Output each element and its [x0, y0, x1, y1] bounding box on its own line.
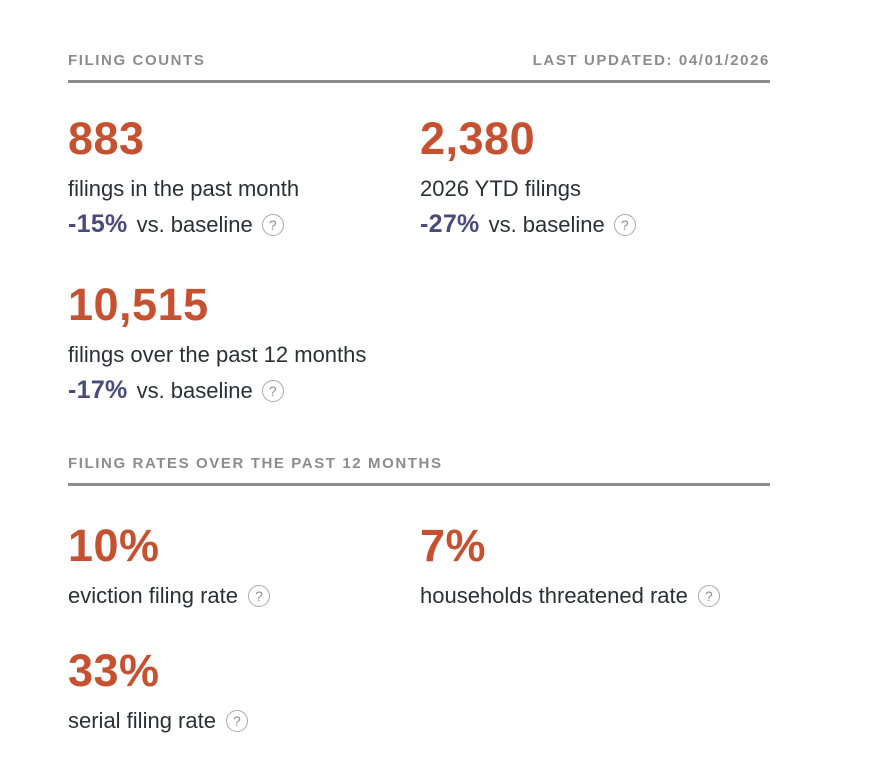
stat-serial-filing-rate: 33% serial filing rate ?	[68, 647, 420, 734]
delta-suffix: vs. baseline	[136, 211, 253, 237]
stat-filings-12-months: 10,515 filings over the past 12 months -…	[68, 279, 420, 405]
stat-value-households-threatened: 7%	[420, 520, 487, 572]
section-title-filing-counts: FILING COUNTS	[68, 52, 206, 69]
filing-rates-header: FILING RATES OVER THE PAST 12 MONTHS	[68, 455, 770, 487]
stat-label-row-eviction-rate: eviction filing rate ?	[68, 582, 420, 610]
delta-value: -17%	[68, 376, 128, 405]
empty-grid-cell	[420, 281, 770, 405]
stat-delta-row-past-month: -15% vs. baseline ?	[68, 210, 420, 239]
filing-stats-panel: FILING COUNTS LAST UPDATED: 04/01/2026 8…	[68, 0, 770, 734]
stat-label-serial-rate: serial filing rate	[68, 707, 216, 733]
help-icon[interactable]: ?	[613, 213, 636, 236]
filing-counts-section: FILING COUNTS LAST UPDATED: 04/01/2026 8…	[68, 52, 770, 405]
help-icon[interactable]: ?	[261, 213, 284, 236]
stat-filings-past-month: 883 filings in the past month -15% vs. b…	[68, 113, 420, 239]
filing-counts-grid: 883 filings in the past month -15% vs. b…	[68, 113, 770, 405]
delta-suffix: vs. baseline	[488, 211, 605, 237]
delta-suffix: vs. baseline	[136, 377, 253, 403]
section-title-filing-rates: FILING RATES OVER THE PAST 12 MONTHS	[68, 455, 443, 473]
stat-label-row-serial-rate: serial filing rate ?	[68, 707, 420, 735]
stat-label-past-month: filings in the past month	[68, 175, 300, 201]
filing-rates-grid: 10% eviction filing rate ? 7% households…	[68, 522, 770, 734]
stat-label-row-households-threatened: households threatened rate ?	[420, 582, 770, 610]
stat-label-ytd: 2026 YTD filings	[420, 175, 582, 201]
empty-grid-cell	[420, 647, 770, 734]
stat-eviction-filing-rate: 10% eviction filing rate ?	[68, 522, 420, 609]
stat-ytd-filings: 2,380 2026 YTD filings -27% vs. baseline…	[420, 113, 770, 239]
help-icon[interactable]: ?	[261, 379, 284, 402]
stat-delta-row-ytd: -27% vs. baseline ?	[420, 210, 770, 239]
stat-value-eviction-rate: 10%	[68, 520, 160, 572]
stat-label-12-months: filings over the past 12 months	[68, 341, 367, 367]
stat-label-households-threatened: households threatened rate	[420, 582, 688, 608]
stat-label-eviction-rate: eviction filing rate	[68, 582, 238, 608]
stat-households-threatened-rate: 7% households threatened rate ?	[420, 522, 770, 609]
help-icon[interactable]: ?	[247, 584, 270, 607]
stat-value-12-months: 10,515	[68, 279, 209, 331]
stat-value-past-month: 883	[68, 113, 145, 164]
help-icon[interactable]: ?	[225, 709, 248, 732]
delta-value: -27%	[420, 210, 480, 239]
filing-rates-section: FILING RATES OVER THE PAST 12 MONTHS 10%…	[68, 455, 770, 734]
stat-value-ytd: 2,380	[420, 113, 536, 164]
last-updated-label: LAST UPDATED: 04/01/2026	[532, 52, 770, 69]
filing-counts-header: FILING COUNTS LAST UPDATED: 04/01/2026	[68, 52, 770, 83]
stat-value-serial-rate: 33%	[68, 645, 160, 697]
delta-value: -15%	[68, 210, 128, 239]
help-icon[interactable]: ?	[697, 584, 720, 607]
stat-delta-row-12-months: -17% vs. baseline ?	[68, 376, 420, 405]
